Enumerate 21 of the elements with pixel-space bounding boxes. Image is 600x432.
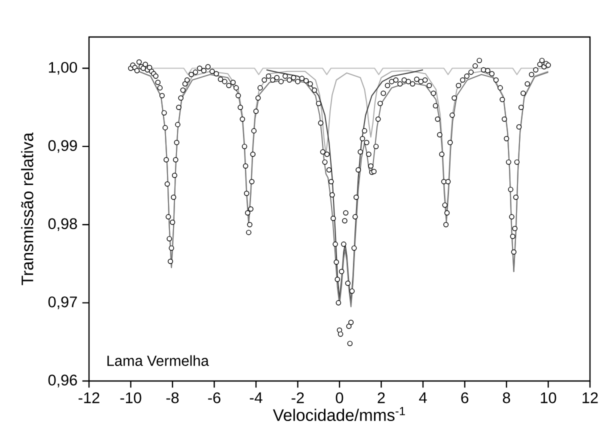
x-tick-label: 6 bbox=[461, 392, 468, 404]
y-tick-label: 0,97 bbox=[48, 296, 77, 310]
y-tick-label: 0,96 bbox=[48, 374, 77, 388]
x-tick-label: -6 bbox=[208, 392, 220, 404]
x-tick-label: 10 bbox=[540, 392, 556, 404]
x-axis-title: Velocidade/mms$^{-1}$ bbox=[272, 407, 405, 422]
x-tick-label: 2 bbox=[378, 392, 385, 404]
x-tick-label: -4 bbox=[250, 392, 262, 403]
x-tick-label: -10 bbox=[120, 392, 142, 404]
x-tick-label: 0 bbox=[336, 392, 344, 404]
y-tick-label: 0,98 bbox=[48, 218, 77, 231]
y-axis-title: Transmissão relativa bbox=[21, 132, 34, 286]
x-tick-label: 12 bbox=[582, 392, 598, 404]
y-tick-label: 0,99 bbox=[48, 140, 77, 153]
y-tick-label: 1,00 bbox=[48, 62, 78, 75]
x-tick-label: 8 bbox=[502, 392, 510, 404]
x-tick-label: -2 bbox=[292, 392, 304, 404]
x-tick-label: -8 bbox=[166, 392, 179, 404]
x-tick-label: -12 bbox=[78, 392, 100, 404]
annotation: Lama Vermelha bbox=[107, 355, 209, 366]
x-tick-label: 4 bbox=[419, 392, 427, 403]
